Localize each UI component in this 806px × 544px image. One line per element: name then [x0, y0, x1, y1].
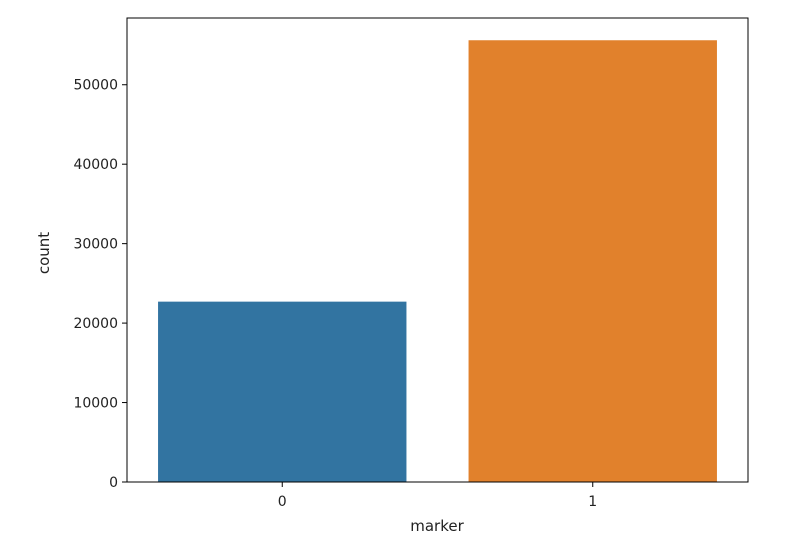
y-tick-label: 30000 — [73, 237, 118, 253]
y-tick-label: 10000 — [73, 396, 118, 412]
y-tick-label: 40000 — [73, 157, 118, 173]
y-tick-label: 0 — [109, 475, 118, 491]
bar-1 — [468, 40, 717, 482]
plot-frame — [126, 17, 749, 483]
x-axis-label: marker — [410, 517, 464, 535]
y-tick-label: 20000 — [73, 316, 118, 332]
x-tick-label: 0 — [278, 494, 287, 510]
y-tick-label: 50000 — [73, 78, 118, 94]
y-axis-ticks: 0 10000 20000 30000 40000 50000 — [73, 78, 127, 491]
x-tick-label: 1 — [588, 494, 597, 510]
y-axis-label: count — [35, 232, 53, 274]
bar-0 — [158, 301, 407, 482]
bars-group — [158, 40, 717, 482]
